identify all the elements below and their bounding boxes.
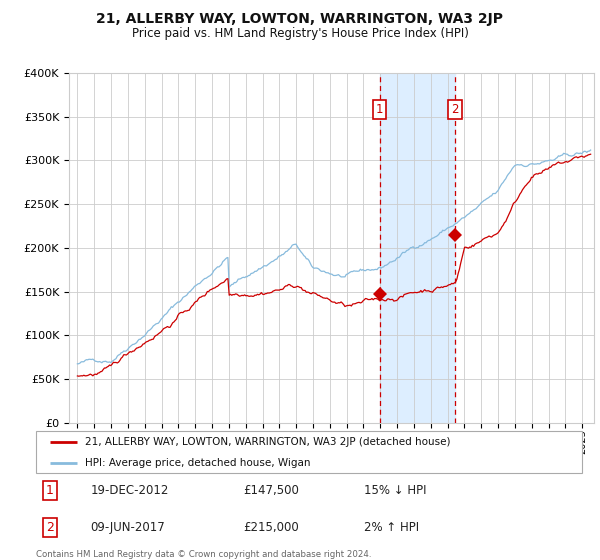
Bar (380, 73, 455, 423)
Text: 19-DEC-2012: 19-DEC-2012 (91, 484, 169, 497)
Text: 2: 2 (46, 521, 53, 534)
Text: 21, ALLERBY WAY, LOWTON, WARRINGTON, WA3 2JP: 21, ALLERBY WAY, LOWTON, WARRINGTON, WA3… (97, 12, 503, 26)
Text: £147,500: £147,500 (244, 484, 299, 497)
Text: HPI: Average price, detached house, Wigan: HPI: Average price, detached house, Wiga… (85, 458, 311, 468)
Text: 1: 1 (376, 103, 383, 116)
Text: £215,000: £215,000 (244, 521, 299, 534)
Text: 1: 1 (46, 484, 53, 497)
Text: 2: 2 (451, 103, 459, 116)
Text: Price paid vs. HM Land Registry's House Price Index (HPI): Price paid vs. HM Land Registry's House … (131, 27, 469, 40)
Text: Contains HM Land Registry data © Crown copyright and database right 2024.
This d: Contains HM Land Registry data © Crown c… (36, 550, 371, 560)
Text: 09-JUN-2017: 09-JUN-2017 (91, 521, 166, 534)
Text: 21, ALLERBY WAY, LOWTON, WARRINGTON, WA3 2JP (detached house): 21, ALLERBY WAY, LOWTON, WARRINGTON, WA3… (85, 437, 451, 447)
Text: 15% ↓ HPI: 15% ↓ HPI (364, 484, 426, 497)
Text: 2% ↑ HPI: 2% ↑ HPI (364, 521, 419, 534)
FancyBboxPatch shape (36, 431, 582, 473)
